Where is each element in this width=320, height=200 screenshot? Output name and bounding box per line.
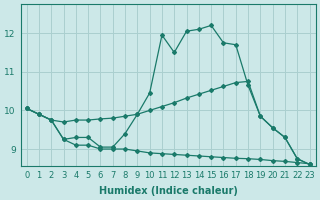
X-axis label: Humidex (Indice chaleur): Humidex (Indice chaleur) — [99, 186, 237, 196]
